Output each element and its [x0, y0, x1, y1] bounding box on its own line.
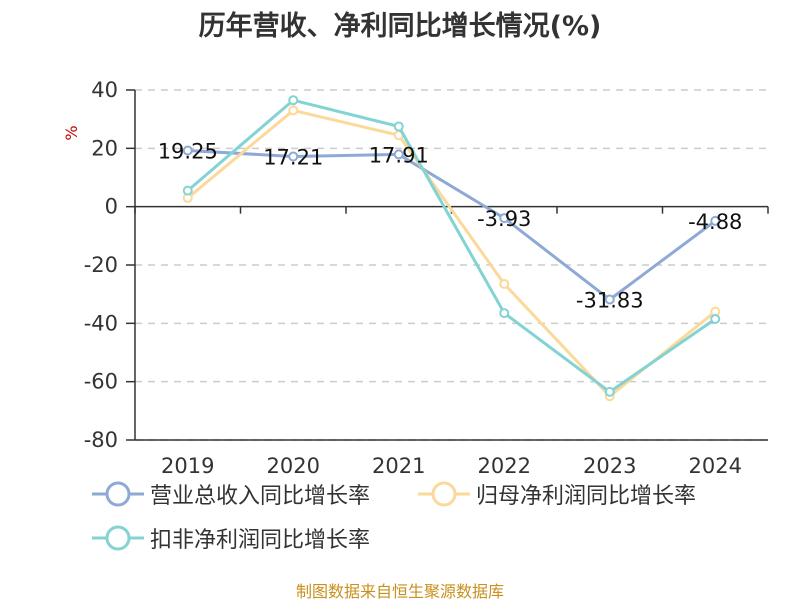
- legend-label-deducted-profit: 扣非净利润同比增长率: [150, 528, 371, 553]
- y-tick-label: -40: [84, 311, 118, 335]
- series-line: [186, 98, 717, 394]
- data-label: -31.83: [576, 289, 644, 313]
- x-tick-label: 2022: [478, 454, 531, 478]
- x-tick-label: 2019: [161, 454, 214, 478]
- data-point: [604, 386, 615, 397]
- series-line: [187, 149, 717, 302]
- data-point: [393, 149, 404, 160]
- legend-marker-revenue: [92, 481, 144, 507]
- x-tick-label: 2023: [583, 454, 636, 478]
- x-tick-label: 2021: [372, 454, 425, 478]
- y-axis-label: %: [62, 125, 81, 140]
- legend-marker-deducted-profit: [92, 525, 144, 551]
- legend-item-net-profit[interactable]: 归母净利润同比增长率: [418, 478, 696, 510]
- legend-label-net-profit: 归母净利润同比增长率: [476, 484, 697, 509]
- data-label: 17.91: [369, 143, 429, 167]
- y-tick-label: -80: [84, 428, 118, 452]
- data-label: 19.25: [158, 140, 218, 164]
- x-tick-label: 2024: [689, 454, 742, 478]
- data-point: [288, 95, 299, 106]
- legend-label-revenue: 营业总收入同比增长率: [150, 484, 371, 509]
- y-tick-label: -20: [84, 253, 118, 277]
- legend-marker-net-profit: [418, 481, 470, 507]
- data-point: [288, 151, 299, 162]
- grid-layer: [135, 89, 768, 441]
- series-line: [186, 108, 717, 398]
- label-layer: 19.25 17.21 17.91 -3.93 -31.83 -4.88: [158, 140, 743, 313]
- data-point: [288, 105, 299, 116]
- data-point: [499, 278, 510, 289]
- data-point: [182, 145, 193, 156]
- data-point: [710, 313, 721, 324]
- y-tick-label: 40: [91, 78, 118, 102]
- data-point: [499, 308, 510, 319]
- x-tick-label: 2020: [267, 454, 320, 478]
- legend-item-revenue[interactable]: 营业总收入同比增长率: [92, 478, 370, 510]
- axis-layer: 40 20 0 -20 -40 -60 -80 2019 2020 2021 2022 2023 202…: [84, 78, 769, 478]
- data-label: -4.88: [688, 210, 742, 234]
- source-note: 制图数据来自恒生聚源数据库: [295, 582, 504, 601]
- data-point: [182, 185, 193, 196]
- series-layer: [182, 95, 721, 402]
- y-tick-label: -60: [84, 370, 118, 394]
- data-point: [393, 121, 404, 132]
- data-label: 17.21: [263, 145, 323, 169]
- y-tick-label: 20: [91, 136, 118, 160]
- data-point: [499, 213, 510, 224]
- data-point: [604, 294, 615, 305]
- chart-title: 历年营收、净利同比增长情况(%): [198, 11, 602, 42]
- legend-item-deducted-profit[interactable]: 扣非净利润同比增长率: [92, 522, 370, 554]
- y-tick-label: 0: [105, 195, 118, 219]
- data-label: -3.93: [477, 207, 531, 231]
- data-point: [710, 215, 721, 226]
